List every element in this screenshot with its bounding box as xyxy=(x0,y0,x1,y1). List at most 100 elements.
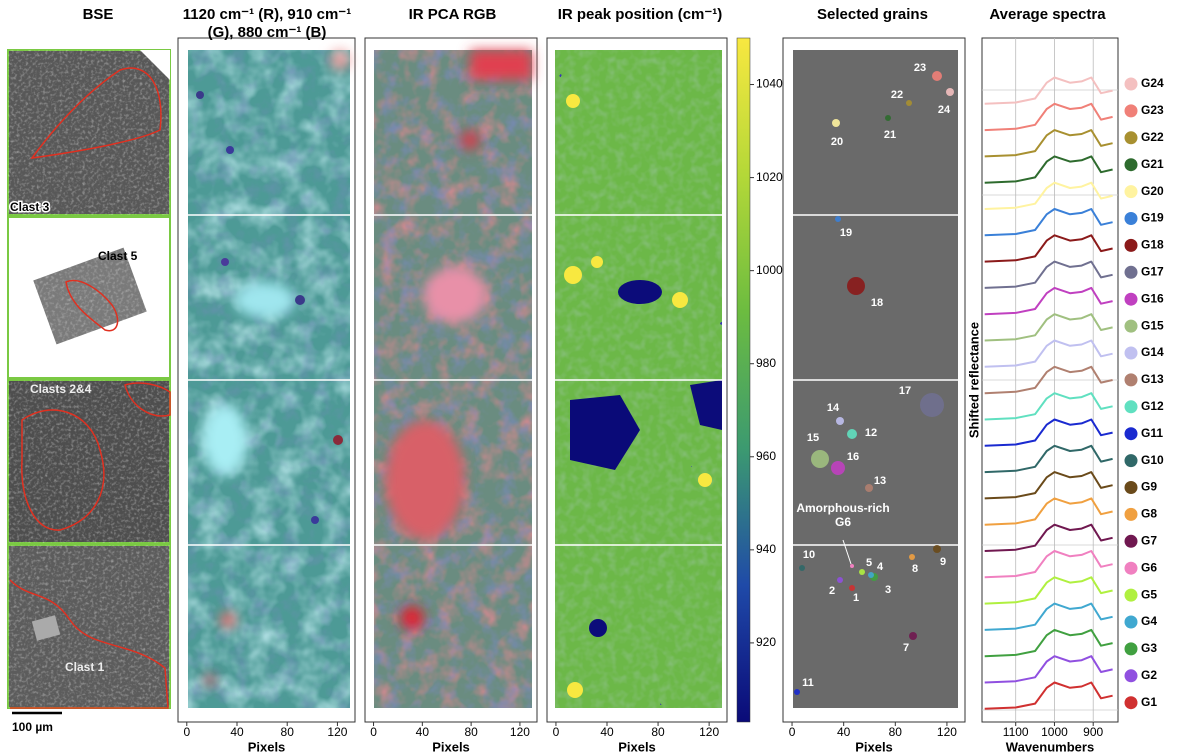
spectrum-line xyxy=(984,550,1113,579)
grain xyxy=(906,100,912,106)
legend-swatch xyxy=(1124,669,1138,683)
grain-label: 17 xyxy=(899,385,911,397)
grain-label: 23 xyxy=(914,62,926,74)
legend-swatch xyxy=(1124,77,1138,91)
legend-label: G19 xyxy=(1141,211,1164,225)
legend-swatch xyxy=(1124,481,1138,494)
legend-label: G15 xyxy=(1141,318,1164,332)
map-texture xyxy=(374,50,532,708)
panel-label: Clast 5 xyxy=(98,249,138,263)
legend-label: G23 xyxy=(1141,103,1164,117)
grain xyxy=(847,429,857,439)
map-features xyxy=(564,94,722,698)
grain-label: 7 xyxy=(903,642,909,654)
x-tick-label: 40 xyxy=(837,725,851,739)
grain xyxy=(932,71,942,81)
legend-swatch xyxy=(1124,561,1138,575)
x-tick-label: 0 xyxy=(370,725,377,739)
legend-swatch xyxy=(1124,373,1138,387)
grain xyxy=(836,417,844,425)
spectra-frame xyxy=(981,37,1119,723)
legend-label: G24 xyxy=(1141,76,1164,90)
legend-label: G6 xyxy=(1141,560,1157,574)
bse-texture xyxy=(8,50,170,215)
x-tick-label: 0 xyxy=(553,725,560,739)
legend-label: G3 xyxy=(1141,641,1157,655)
grains-map xyxy=(782,37,966,723)
grain-label: 8 xyxy=(912,563,918,575)
spectrum-line xyxy=(984,576,1113,605)
colorbar-tick-label: 1040 xyxy=(756,77,783,91)
peak-position-map xyxy=(546,37,728,723)
clast-outline xyxy=(9,579,169,709)
legend-swatch xyxy=(1124,104,1138,118)
legend-label: G11 xyxy=(1141,426,1163,440)
map-texture xyxy=(188,50,350,708)
axes-frame xyxy=(782,37,966,723)
axes-frame xyxy=(364,37,538,723)
legend-swatch xyxy=(1124,534,1138,548)
map-image xyxy=(793,50,958,708)
panel-separators xyxy=(982,89,1118,711)
spectrum-line xyxy=(984,628,1113,658)
spectrum-line xyxy=(984,444,1113,474)
grain xyxy=(811,450,829,468)
y-axis-label: Shifted reflectance xyxy=(966,322,981,438)
legend-label: G21 xyxy=(1141,157,1164,171)
legend-label: G17 xyxy=(1141,264,1164,278)
grain-label: 19 xyxy=(840,227,852,239)
spectrum-line xyxy=(984,365,1113,395)
x-tick-label: 120 xyxy=(699,725,719,739)
grain-label: 4 xyxy=(877,561,884,573)
grain xyxy=(835,216,841,222)
clast-outline xyxy=(21,409,105,531)
spectrum-line xyxy=(984,313,1113,342)
legend-swatch xyxy=(1124,158,1138,172)
grain-label: 14 xyxy=(827,402,840,414)
legend-swatch xyxy=(1124,507,1138,521)
legend-swatch xyxy=(1124,427,1138,441)
map-spots xyxy=(555,50,722,708)
legend-swatch xyxy=(1124,346,1138,360)
panel-title: IR PCA RGB xyxy=(408,6,497,23)
grain xyxy=(909,554,915,560)
legend-swatch xyxy=(1124,588,1138,602)
panel-label: Clast 3 xyxy=(10,200,50,214)
grain xyxy=(868,572,874,578)
x-tick-label: 40 xyxy=(600,725,614,739)
grain-label: 10 xyxy=(803,549,815,561)
spectrum-line xyxy=(984,602,1113,631)
legend-swatch xyxy=(1124,131,1138,145)
colorbar-tick-label: 960 xyxy=(756,449,776,463)
x-tick-label: 120 xyxy=(510,725,530,739)
grain-label: 18 xyxy=(871,297,883,309)
spectrum-line xyxy=(984,418,1113,447)
bse-inclusion xyxy=(31,615,61,641)
x-tick-label: 80 xyxy=(464,725,478,739)
legend-label: G22 xyxy=(1141,130,1164,144)
grain xyxy=(832,119,840,127)
x-tick-label: 80 xyxy=(281,725,295,739)
legend-label: G9 xyxy=(1141,480,1157,494)
legend-swatch xyxy=(1124,212,1138,225)
x-tick-label: 80 xyxy=(889,725,903,739)
grain xyxy=(859,569,865,575)
grain-label: 11 xyxy=(802,677,814,689)
x-axis-label: Pixels xyxy=(248,739,286,754)
clast-outline xyxy=(124,382,171,417)
grain-label: 21 xyxy=(884,129,896,141)
bse-texture xyxy=(8,545,170,708)
panel-title: 1120 cm⁻¹ (R), 910 cm⁻¹ (G), 880 cm⁻¹ (B… xyxy=(182,6,352,41)
map-features xyxy=(203,50,350,686)
annotation: Amorphous-rich G6 xyxy=(796,501,890,529)
grain xyxy=(946,88,954,96)
grain xyxy=(865,484,873,492)
legend-label: G20 xyxy=(1141,184,1164,198)
grain xyxy=(850,564,854,568)
x-tick-label: 1000 xyxy=(1041,725,1068,739)
clast-outline xyxy=(30,67,162,159)
legend-label: G1 xyxy=(1141,695,1157,709)
legend-label: G4 xyxy=(1141,614,1157,628)
